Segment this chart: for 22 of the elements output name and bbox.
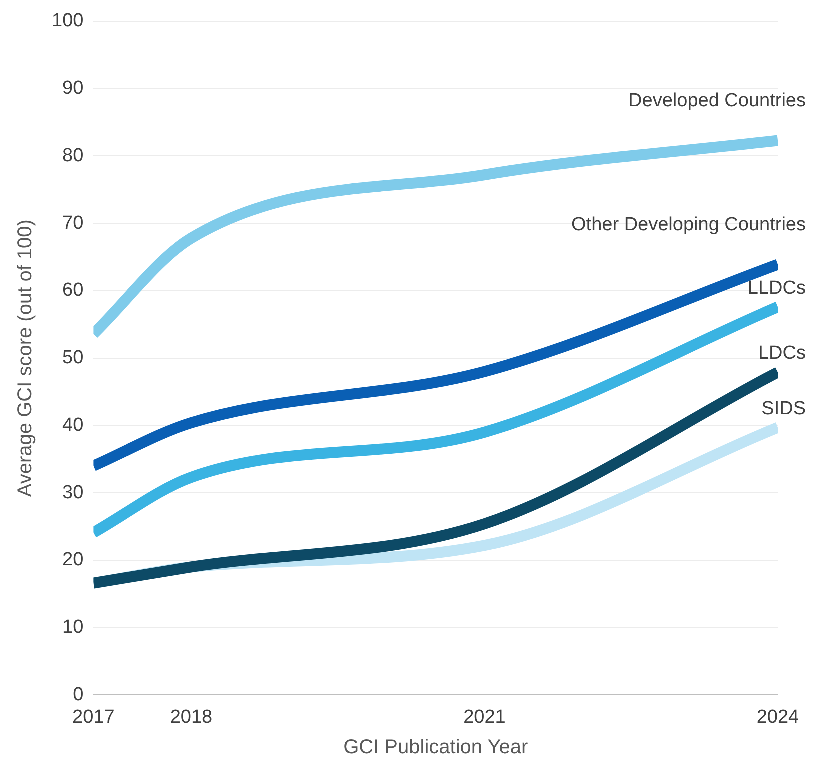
x-tick-label: 2018 [170, 706, 213, 728]
y-tick-label: 70 [62, 212, 84, 234]
y-tick-label: 0 [73, 684, 84, 706]
text: Developed Countries [628, 90, 806, 112]
series-label: LDCs [758, 343, 806, 364]
y-tick-label: 10 [62, 617, 84, 638]
y-tick-label: 20 [62, 550, 84, 571]
y-tick-label: 40 [62, 414, 84, 436]
x-tick-label: 2024 [756, 706, 800, 728]
y-tick-label: 50 [62, 348, 84, 369]
x-axis-title: GCI Publication Year [344, 736, 528, 759]
y-tick-label: 90 [62, 78, 84, 100]
x-tick-label: 2017 [72, 706, 115, 728]
x-tick-label: 2021 [464, 706, 506, 728]
y-tick-label: 80 [62, 145, 84, 166]
y-axis-title: Average GCI score (out of 100) [14, 220, 37, 498]
y-tick-label: 60 [62, 280, 84, 302]
y-tick-label: 30 [62, 482, 84, 504]
y-tick-label: 100 [52, 10, 84, 32]
series-label: LLDCs [748, 278, 806, 299]
text: Other Developing Countries [572, 214, 806, 236]
series-label: SIDS [762, 398, 806, 420]
